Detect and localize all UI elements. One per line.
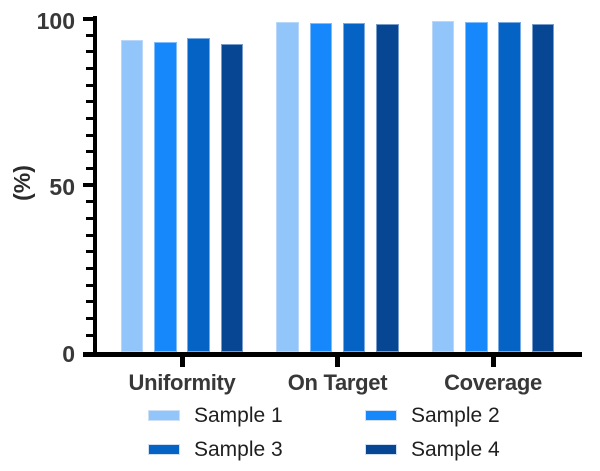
y-tick-label-100: 100 [36, 7, 75, 34]
legend-item-sample-2: Sample 2 [365, 404, 500, 426]
legend-swatch-sample-2 [365, 409, 397, 421]
bar-sample-4-coverage [531, 23, 555, 352]
legend-swatch-sample-1 [148, 409, 180, 421]
y-minor-tick-65 [86, 133, 93, 137]
legend-item-sample-3: Sample 3 [148, 438, 283, 460]
y-minor-tick-15 [86, 300, 93, 304]
y-major-tick-50 [83, 183, 93, 188]
bar-sample-1-uniformity [120, 40, 144, 352]
x-category-label-coverage: Coverage [444, 370, 542, 395]
legend-label-sample-1: Sample 1 [194, 403, 283, 427]
legend-item-sample-4: Sample 4 [365, 438, 500, 460]
y-minor-tick-80 [86, 83, 93, 87]
x-axis-line [83, 352, 582, 357]
bar-sample-1-on-target [276, 22, 299, 352]
bar-sample-2-on-target [309, 22, 333, 352]
legend-label-sample-3: Sample 3 [194, 437, 283, 461]
y-minor-tick-5 [86, 333, 93, 337]
legend-label-sample-2: Sample 2 [411, 403, 500, 427]
legend-swatch-sample-4 [365, 443, 397, 455]
y-minor-tick-45 [86, 200, 93, 204]
legend-swatch-sample-3 [148, 443, 180, 455]
y-tick-label-50: 50 [49, 174, 75, 201]
y-minor-tick-30 [86, 250, 93, 254]
y-minor-tick-75 [86, 100, 93, 104]
y-axis-line [93, 16, 97, 357]
legend-label-sample-4: Sample 4 [411, 437, 500, 461]
bar-sample-3-coverage [498, 22, 521, 352]
x-tick-uniformity [179, 357, 185, 367]
y-minor-tick-70 [86, 117, 93, 121]
x-tick-coverage [490, 357, 496, 367]
bar-sample-4-uniformity [220, 43, 244, 352]
x-category-label-on-target: On Target [287, 370, 388, 395]
y-minor-tick-90 [86, 50, 93, 54]
y-minor-tick-85 [86, 67, 93, 71]
y-minor-tick-95 [86, 33, 93, 37]
y-minor-tick-10 [86, 317, 93, 321]
y-minor-tick-25 [86, 267, 93, 271]
x-category-label-uniformity: Uniformity [128, 370, 236, 395]
bar-sample-3-uniformity [187, 37, 210, 352]
bar-sample-2-uniformity [154, 41, 177, 352]
legend-item-sample-1: Sample 1 [148, 404, 283, 426]
y-major-tick-100 [83, 16, 93, 21]
x-tick-on-target [335, 357, 340, 367]
bar-sample-2-coverage [465, 21, 488, 352]
bar-sample-1-coverage [431, 21, 455, 352]
bar-sample-4-on-target [376, 23, 399, 352]
bar-sample-3-on-target [342, 22, 366, 352]
y-minor-tick-40 [86, 217, 93, 221]
y-minor-tick-20 [86, 283, 93, 287]
y-minor-tick-55 [86, 167, 93, 171]
y-tick-label-0: 0 [62, 341, 75, 367]
y-minor-tick-35 [86, 233, 93, 237]
y-minor-tick-60 [86, 150, 93, 154]
